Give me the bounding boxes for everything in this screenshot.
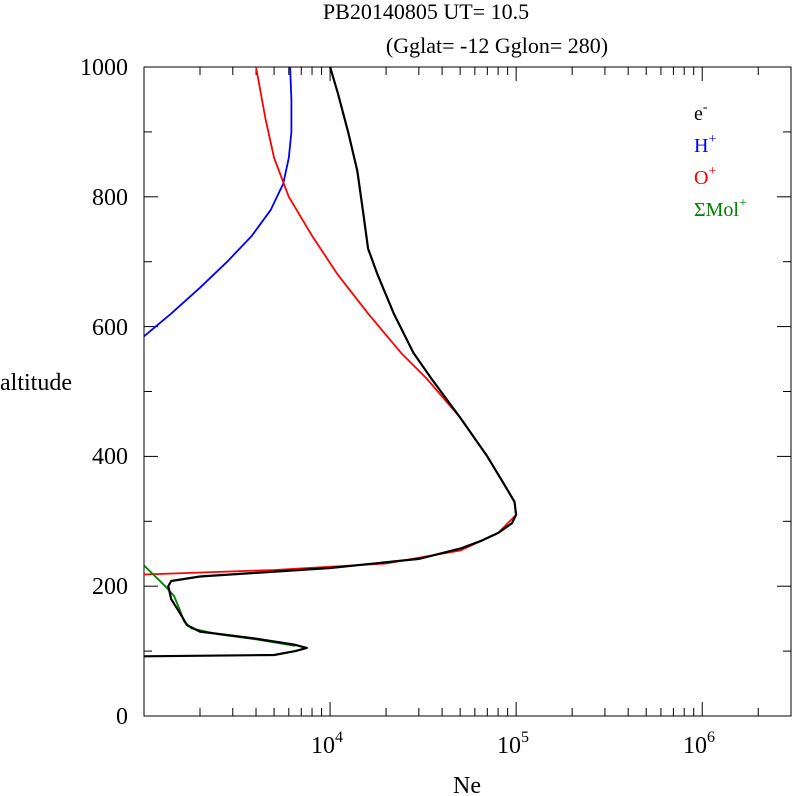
axis-ticks (143, 66, 792, 717)
legend-entry-o-plus: O+ (694, 164, 716, 189)
y-tick-label-1000: 1000 (80, 55, 128, 81)
y-tick-label-600: 600 (92, 315, 128, 341)
x-tick-label-1e5: 105 (497, 729, 529, 759)
x-tick-label-1e4: 104 (311, 729, 343, 759)
series-line-h-plus (144, 67, 293, 337)
y-tick-label-800: 800 (92, 185, 128, 211)
legend-entry-molecular-ions: ΣMol+ (694, 196, 747, 221)
plot-frame (143, 66, 792, 717)
chart-title-line2: (Gglat= -12 Gglon= 280) (386, 33, 608, 58)
series-line-electrons (144, 67, 518, 658)
y-tick-label-200: 200 (92, 574, 128, 600)
y-axis-label: altitude (0, 370, 72, 396)
x-tick-labels: 104 105 106 (311, 729, 715, 759)
x-axis-label: Ne (453, 773, 481, 796)
series-line-o-plus (144, 67, 517, 576)
chart-title-line1: PB20140805 UT= 10.5 (323, 0, 529, 24)
x-tick-label-1e6: 106 (683, 729, 715, 759)
legend-entry-h-plus: H+ (694, 132, 716, 157)
legend: e- H+ O+ ΣMol+ (694, 100, 747, 221)
y-tick-labels: 0 200 400 600 800 1000 (80, 55, 128, 730)
y-tick-label-0: 0 (116, 704, 128, 730)
series-group (144, 67, 518, 658)
y-tick-label-400: 400 (92, 444, 128, 470)
legend-entry-electrons: e- (694, 100, 708, 125)
